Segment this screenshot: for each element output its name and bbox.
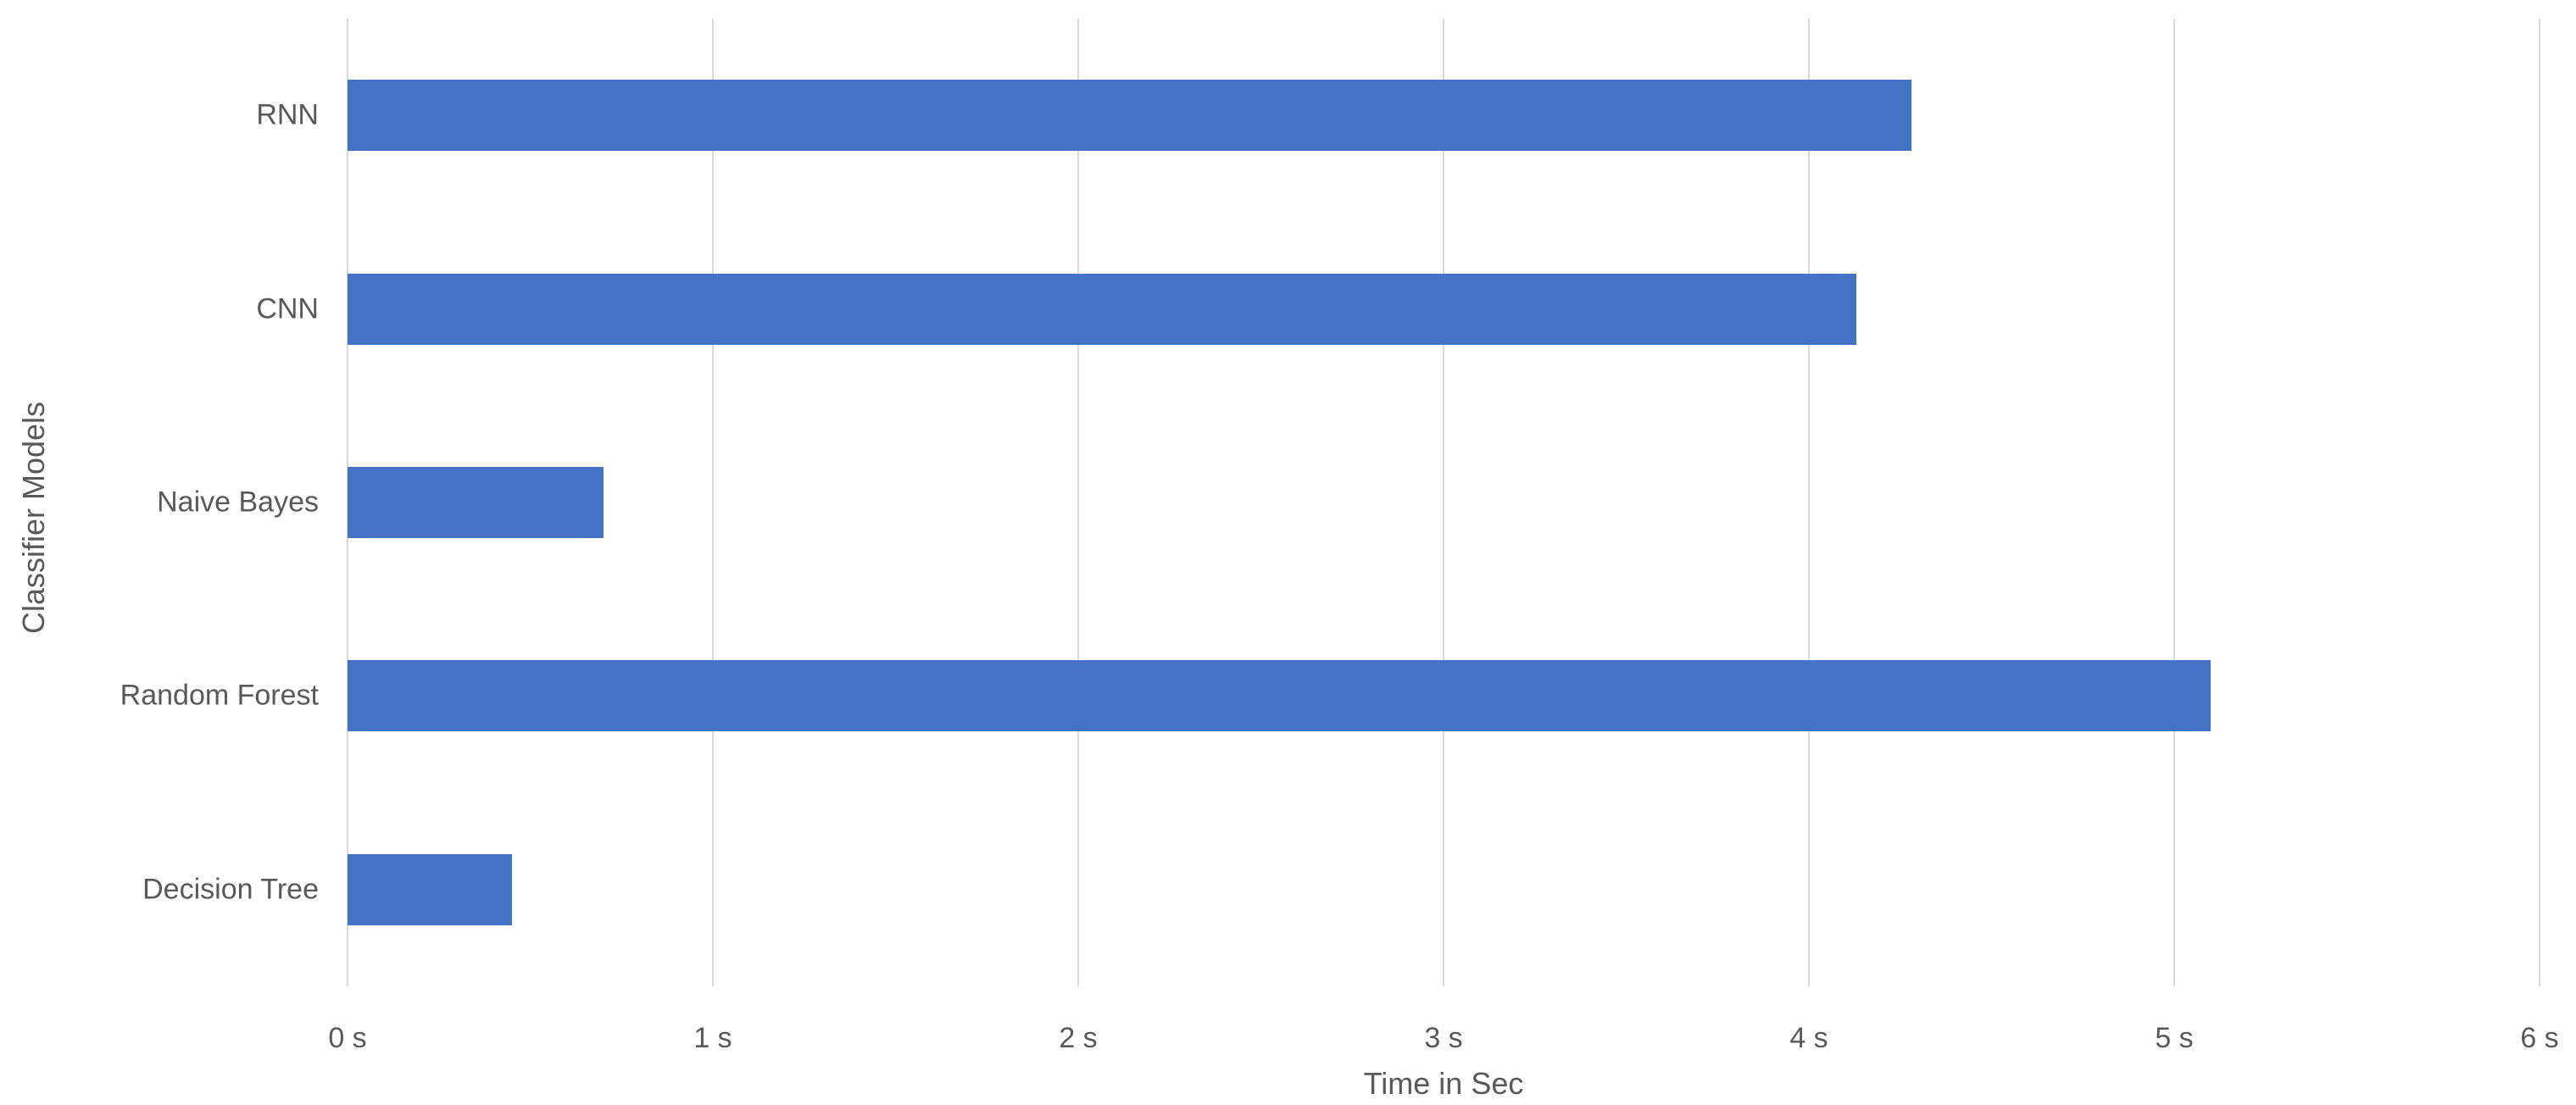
x-tick-label: 1 s bbox=[693, 1022, 732, 1054]
x-axis-ticks: 0 s 1 s 2 s 3 s 4 s 5 s 6 s bbox=[328, 1022, 2558, 1063]
bar bbox=[348, 80, 1911, 152]
gridline bbox=[1443, 19, 1444, 986]
x-tick-label: 2 s bbox=[1059, 1022, 1098, 1054]
x-tick-label: 5 s bbox=[2155, 1022, 2194, 1054]
category-label: Naive Bayes bbox=[157, 486, 319, 519]
gridline bbox=[2173, 19, 2175, 986]
x-tick-label: 3 s bbox=[1424, 1022, 1463, 1054]
category-label: Decision Tree bbox=[142, 873, 319, 906]
bar bbox=[348, 273, 1857, 345]
x-tick-label: 4 s bbox=[1789, 1022, 1828, 1054]
x-tick-label: 6 s bbox=[2520, 1022, 2559, 1054]
gridline bbox=[1808, 19, 1810, 986]
x-axis-title: Time in Sec bbox=[1363, 1066, 1524, 1101]
x-tick-label: 0 s bbox=[328, 1022, 367, 1054]
y-axis-title: Classifier Models bbox=[16, 401, 51, 635]
bar bbox=[348, 853, 512, 925]
bar bbox=[348, 660, 2212, 732]
bar bbox=[348, 467, 604, 538]
gridline bbox=[2539, 19, 2540, 986]
plot-area: RNN CNN Naive Bayes Random Forest Decision T… bbox=[120, 19, 2540, 986]
category-label: CNN bbox=[256, 292, 319, 325]
gridline bbox=[1077, 19, 1079, 986]
category-label: RNN bbox=[256, 98, 319, 131]
gridline bbox=[712, 19, 714, 986]
category-label: Random Forest bbox=[120, 679, 319, 712]
